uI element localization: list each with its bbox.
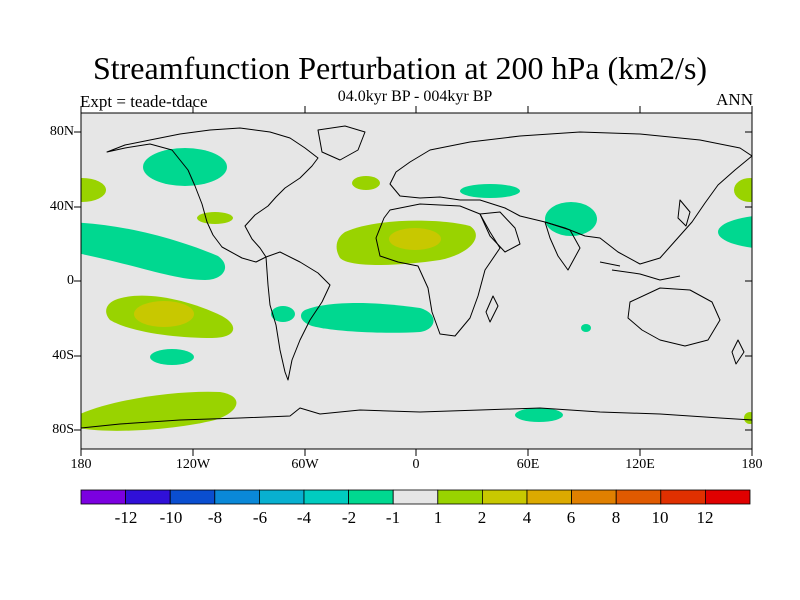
colorbar-label: 1	[433, 508, 443, 527]
plot-title: Streamfunction Perturbation at 200 hPa (…	[92, 50, 708, 86]
contour-positive-africa-core	[389, 228, 441, 250]
lat-label-80N: 80N	[49, 124, 74, 139]
colorbar-label: -10	[159, 508, 183, 527]
colorbar-box	[705, 489, 751, 505]
plot-subtitle: 04.0kyr BP - 004kyr BP	[337, 88, 493, 105]
colorbar-label: 6	[566, 508, 576, 527]
contour-positive-southern-east	[744, 412, 752, 424]
colorbar-box	[125, 489, 171, 505]
colorbar-box	[214, 489, 260, 505]
colorbar-box	[348, 489, 394, 505]
colorbar-box	[303, 489, 349, 505]
coast-indonesia	[599, 261, 681, 281]
coastlines	[81, 125, 752, 429]
contour-positive-npacific-east	[734, 178, 752, 202]
colorbar-label: 10	[651, 508, 669, 527]
contour-negative-satlantic	[300, 303, 434, 333]
colorbar-label: 8	[611, 508, 621, 527]
contour-negative-spacific	[150, 349, 194, 365]
contour-negative-samerica	[271, 306, 295, 322]
lon-label-0: 0	[412, 457, 420, 472]
contour-positive-namerica	[197, 212, 233, 224]
colorbar-label: -1	[385, 508, 401, 527]
contour-negative-wpacific	[718, 216, 752, 248]
coast-new-zealand	[731, 339, 745, 365]
colorbar-label: 4	[522, 508, 532, 527]
lat-label-40S: 40S	[52, 348, 74, 363]
coast-greenland	[317, 125, 366, 161]
lat-label-0: 0	[67, 273, 74, 288]
contour-positive-southern	[81, 391, 237, 431]
contour-positive-natlantic	[352, 176, 380, 190]
colorbar-label: 2	[477, 508, 487, 527]
colorbar	[80, 489, 751, 505]
coast-australia	[627, 287, 721, 347]
colorbar-box	[258, 489, 305, 505]
colorbar-label: -8	[207, 508, 223, 527]
colorbar-label: 12	[696, 508, 714, 527]
lon-label-180E: 180	[741, 457, 763, 472]
coast-madagascar	[485, 295, 499, 323]
coast-south-america	[265, 251, 331, 381]
lat-label-80S: 80S	[52, 422, 74, 437]
lon-label-60W: 60W	[291, 457, 319, 472]
coast-japan	[677, 199, 691, 227]
lon-label-120W: 120W	[175, 457, 211, 472]
colorbar-box	[615, 489, 662, 505]
contour-negative-southern	[515, 408, 563, 422]
season-label: ANN	[716, 90, 753, 109]
colorbar-box	[481, 489, 528, 505]
colorbar-box	[80, 489, 126, 505]
contour-positive-spacific-core	[134, 301, 194, 327]
coast-india	[544, 221, 581, 271]
colorbar-box	[660, 489, 706, 505]
colorbar-box	[571, 489, 617, 505]
contour-negative-epacific	[81, 222, 226, 280]
axis-ticks	[74, 106, 753, 456]
colorbar-box	[437, 489, 483, 505]
contour-positive-npacific-west	[81, 178, 106, 202]
lon-label-120E: 120E	[625, 457, 655, 472]
colorbar-label: -2	[341, 508, 357, 527]
colorbar-box	[392, 489, 439, 505]
colorbar-label: -12	[114, 508, 138, 527]
experiment-label: Expt = teade-tdace	[80, 92, 208, 111]
coast-eurasia	[389, 131, 752, 265]
colorbar-label: -4	[296, 508, 312, 527]
contour-negative-mideast	[460, 184, 520, 198]
lat-label-40N: 40N	[49, 199, 74, 214]
colorbar-label: -6	[252, 508, 268, 527]
lon-label-180W: 180	[70, 457, 92, 472]
coast-arabia	[479, 211, 521, 253]
coast-north-america	[106, 127, 319, 263]
contour-negative-asia	[545, 202, 597, 236]
lon-label-60E: 60E	[516, 457, 540, 472]
contour-negative-indian	[581, 324, 591, 332]
coast-antarctica	[81, 407, 752, 429]
colorbar-box	[169, 489, 216, 505]
colorbar-box	[526, 489, 572, 505]
